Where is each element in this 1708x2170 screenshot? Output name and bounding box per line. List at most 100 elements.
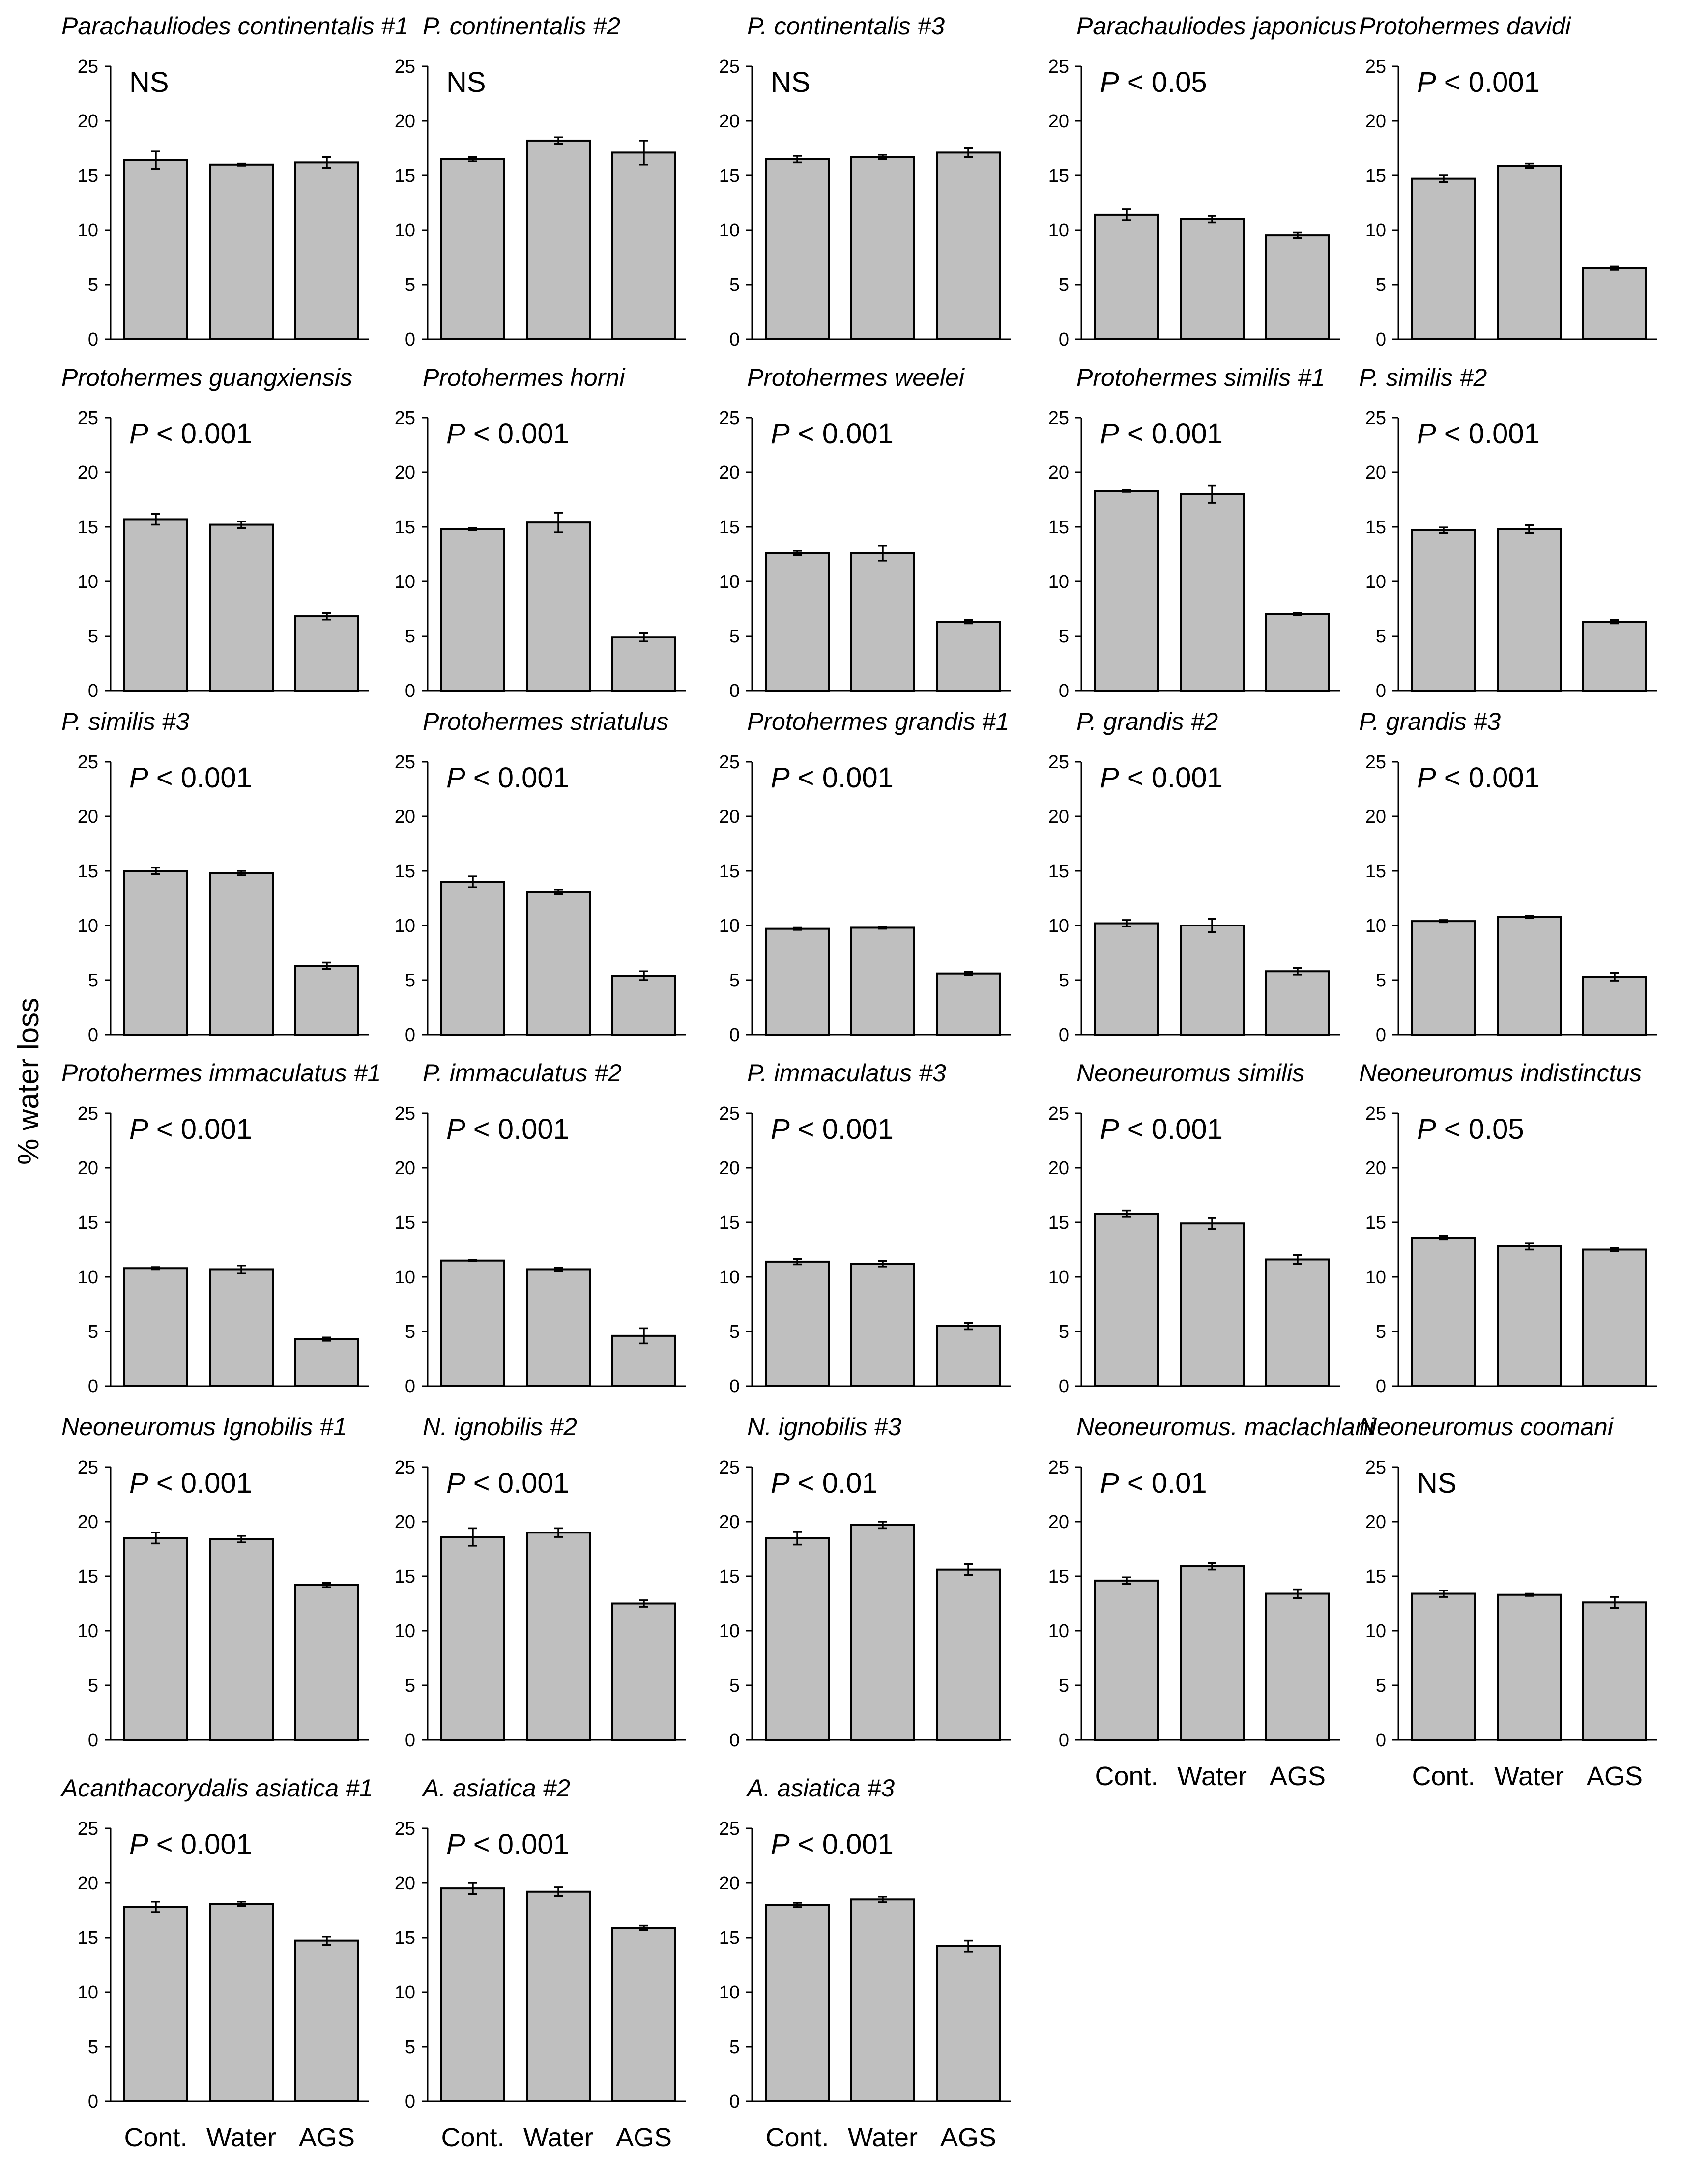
bar-cont: [765, 927, 830, 1036]
category-label: Cont.: [765, 2123, 829, 2152]
y-tick-label: 10: [78, 1621, 98, 1642]
y-tick-label: 25: [395, 752, 415, 773]
panel: Acanthacorydalis asiatica #1 P < 0.001 0 5 1…: [60, 1774, 373, 2152]
error-bar: [237, 1264, 246, 1274]
bar-cont: [1094, 1213, 1159, 1387]
y-tick-label: 5: [405, 1676, 415, 1696]
panel: Neoneuromus similis P < 0.001 0 5 10 15 20 25: [1048, 1059, 1340, 1397]
stat-label: P < 0.001: [1100, 1113, 1223, 1145]
stat-label: P < 0.001: [771, 1828, 894, 1860]
error-bar: [1122, 208, 1131, 221]
y-tick-label: 20: [1365, 1512, 1386, 1533]
error-bar: [151, 1266, 160, 1271]
bar-ags: [611, 1602, 676, 1741]
error-bar: [554, 888, 563, 895]
y-tick-label: 10: [78, 220, 98, 241]
y-tick-label: 10: [78, 1267, 98, 1288]
y-tick-label: 15: [395, 517, 415, 538]
y-tick-label: 15: [719, 1928, 740, 1948]
y-tick-label: 15: [1048, 1213, 1069, 1233]
y-tick-label: 5: [1376, 275, 1386, 295]
panel-title: Protohermes horni: [423, 364, 626, 391]
bar-ags: [1582, 267, 1647, 341]
y-tick-label: 5: [405, 275, 415, 295]
y-tick-label: 15: [78, 1566, 98, 1587]
y-tick-label: 0: [1376, 1025, 1386, 1045]
error-bar: [793, 550, 802, 556]
y-tick-label: 15: [719, 1566, 740, 1587]
panel-title: Protohermes guangxiensis: [61, 364, 352, 391]
error-bar: [878, 926, 887, 930]
bar-cont: [440, 881, 505, 1036]
panel: A. asiatica #3 P < 0.001 0 5 10 15 20 25 Cont. Wa…: [719, 1774, 1011, 2152]
panel: Protohermes davidi P < 0.001 0 5 10 15 20 25: [1359, 12, 1657, 350]
error-bar: [1525, 1242, 1534, 1251]
stat-label: P < 0.001: [1100, 418, 1223, 450]
y-tick-label: 0: [1059, 681, 1069, 701]
y-tick-label: 20: [395, 463, 415, 483]
bar-water: [526, 139, 591, 340]
panel-title: P. immaculatus #3: [747, 1059, 946, 1087]
error-bar: [554, 1527, 563, 1538]
error-bar: [793, 155, 802, 164]
panels-container: Parachauliodes continentalis #1 NS 0 5 10 15 2…: [60, 12, 1657, 2152]
bar-water: [526, 1268, 591, 1387]
error-bar: [1610, 619, 1619, 625]
error-bar: [468, 527, 477, 531]
y-tick-label: 25: [1048, 1103, 1069, 1124]
error-bar: [151, 867, 160, 875]
y-tick-label: 15: [395, 166, 415, 186]
y-tick-label: 25: [78, 752, 98, 773]
category-label: Water: [206, 2123, 276, 2152]
panel: Neoneuromus Ignobilis #1 P < 0.001 0 5 10 15 2…: [61, 1413, 369, 1751]
bar-cont: [1411, 1237, 1476, 1388]
bar-water: [850, 926, 915, 1036]
bar-water: [1497, 165, 1562, 340]
error-bar: [1122, 919, 1131, 927]
panel: N. ignobilis #3 P < 0.01 0 5 10 15 20 25: [719, 1413, 1011, 1751]
error-bar: [1293, 1254, 1302, 1265]
error-bar: [468, 875, 477, 889]
y-tick-label: 0: [88, 1376, 98, 1397]
panel: Parachauliodes continentalis #1 NS 0 5 10 15 2…: [61, 12, 408, 350]
error-bar: [793, 1258, 802, 1266]
bar-cont: [1411, 177, 1476, 340]
y-tick-label: 20: [395, 1512, 415, 1533]
y-tick-label: 15: [78, 1928, 98, 1948]
panel-title: Protohermes weelei: [747, 364, 965, 391]
y-tick-label: 10: [1365, 1621, 1386, 1642]
category-label: Cont.: [441, 2123, 504, 2152]
error-bar: [468, 1527, 477, 1547]
bar-cont: [765, 552, 830, 692]
y-tick-label: 15: [78, 1213, 98, 1233]
y-tick-label: 0: [405, 1376, 415, 1397]
error-bar: [322, 156, 331, 169]
category-label: AGS: [940, 2123, 996, 2152]
y-tick-label: 25: [719, 1819, 740, 1839]
bar-cont: [1411, 1592, 1476, 1741]
error-bar: [237, 162, 246, 167]
y-tick-label: 20: [719, 463, 740, 483]
bar-water: [1180, 925, 1245, 1036]
bar-cont: [1411, 920, 1476, 1036]
y-tick-label: 5: [88, 1322, 98, 1342]
error-bar: [1293, 612, 1302, 616]
error-bar: [468, 156, 477, 162]
panel: P. similis #3 P < 0.001 0 5 10 15 20 25: [61, 708, 369, 1045]
y-tick-label: 10: [395, 220, 415, 241]
error-bar: [878, 1896, 887, 1903]
y-tick-label: 0: [88, 2091, 98, 2112]
bar-water: [209, 1903, 274, 2102]
y-tick-label: 10: [1048, 916, 1069, 936]
y-tick-label: 25: [1048, 57, 1069, 77]
bar-ags: [1265, 1592, 1330, 1741]
bar-cont: [765, 158, 830, 340]
panel: Protohermes horni P < 0.001 0 5 10 15 20 25: [395, 364, 686, 701]
panel-title: A. asiatica #2: [421, 1774, 570, 1802]
y-tick-label: 5: [1376, 1676, 1386, 1696]
y-tick-label: 15: [1365, 1566, 1386, 1587]
y-tick-label: 20: [1048, 111, 1069, 132]
y-tick-label: 10: [1365, 220, 1386, 241]
y-tick-label: 5: [1376, 1322, 1386, 1342]
error-bar: [1610, 265, 1619, 271]
